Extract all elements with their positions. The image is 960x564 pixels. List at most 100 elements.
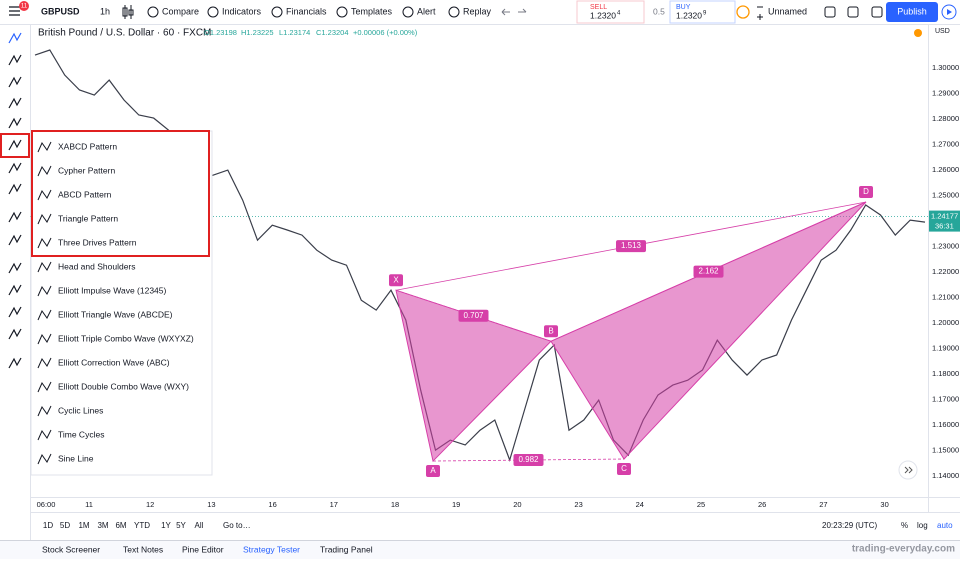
menu-item[interactable]: Head and Shoulders xyxy=(58,261,136,271)
buy-box[interactable] xyxy=(669,0,736,24)
button-icon xyxy=(207,6,219,18)
tool-icon[interactable] xyxy=(8,357,22,369)
tool-icon[interactable] xyxy=(8,306,22,318)
range-button[interactable]: YTD xyxy=(134,521,150,530)
tabs-bar xyxy=(0,540,960,559)
tool-icon[interactable] xyxy=(8,211,22,223)
range-button[interactable]: 1D xyxy=(43,521,53,530)
sell-box[interactable] xyxy=(576,0,645,24)
x-tick-label: 12 xyxy=(146,500,154,509)
menu-item[interactable]: Cyclic Lines xyxy=(58,405,103,415)
panel-tab[interactable]: Stock Screener xyxy=(42,544,100,554)
buy-label[interactable]: BUY xyxy=(676,4,691,11)
tool-icon[interactable] xyxy=(8,117,22,129)
tool-icon[interactable] xyxy=(8,328,22,340)
menu-icon[interactable] xyxy=(37,381,52,393)
minus-plus xyxy=(757,6,763,20)
tool-icon[interactable] xyxy=(8,32,22,44)
play-icon[interactable] xyxy=(941,4,957,20)
goto-button[interactable]: Go to… xyxy=(223,521,251,530)
tool-icon[interactable] xyxy=(8,262,22,274)
countdown: 36:31 xyxy=(935,222,954,231)
menu-icon[interactable] xyxy=(37,165,52,177)
menu-icon[interactable] xyxy=(37,429,52,441)
menu-item[interactable]: Cypher Pattern xyxy=(58,165,115,175)
publish-label[interactable]: Publish xyxy=(897,6,927,16)
range-button[interactable]: 3M xyxy=(97,521,108,530)
tool-icon[interactable] xyxy=(8,97,22,109)
menu-icon[interactable] xyxy=(37,309,52,321)
point-label: C xyxy=(621,464,627,473)
tool-icon[interactable] xyxy=(8,284,22,296)
menu-item[interactable]: Sine Line xyxy=(58,453,94,463)
toolbar-button[interactable]: Alert xyxy=(417,6,436,16)
badge-count: 11 xyxy=(21,4,28,10)
toolbar-button[interactable]: Replay xyxy=(463,6,492,16)
menu-icon[interactable] xyxy=(37,141,52,153)
range-button[interactable]: 5D xyxy=(60,521,70,530)
panel-tab[interactable]: Pine Editor xyxy=(182,544,224,554)
publish-button[interactable] xyxy=(886,2,938,22)
menu-icon[interactable] xyxy=(37,357,52,369)
menu-icon[interactable] xyxy=(37,237,52,249)
toolbar-button[interactable]: Compare xyxy=(162,6,199,16)
menu-item[interactable]: Elliott Correction Wave (ABC) xyxy=(58,357,170,367)
legend-title: British Pound / U.S. Dollar · 60 · FXCM xyxy=(38,28,211,39)
tool-icon[interactable] xyxy=(8,234,22,246)
toolbar-button[interactable]: Financials xyxy=(286,6,327,16)
menu-item[interactable]: Elliott Triangle Wave (ABCDE) xyxy=(58,309,173,319)
undo-redo xyxy=(501,8,527,16)
tool-icon[interactable] xyxy=(8,139,22,151)
tool-icon[interactable] xyxy=(8,54,22,66)
spread: 0.5 xyxy=(653,6,665,16)
range-button[interactable]: 1Y xyxy=(161,521,171,530)
range-button[interactable]: All xyxy=(195,521,204,530)
menu-icon[interactable] xyxy=(37,453,52,465)
tool-icon[interactable] xyxy=(8,162,22,174)
range-button[interactable]: 6M xyxy=(115,521,126,530)
tool-icon[interactable] xyxy=(8,183,22,195)
y-tick-label: 1.18000 xyxy=(932,369,959,378)
menu-icon[interactable] xyxy=(37,285,52,297)
y-tick-label: 1.28000 xyxy=(932,114,959,123)
point-label: X xyxy=(393,275,399,284)
toolbar-icon[interactable] xyxy=(871,6,883,18)
menu-item[interactable]: ABCD Pattern xyxy=(58,189,112,199)
menu-item[interactable]: Three Drives Pattern xyxy=(58,237,137,247)
menu-icon[interactable] xyxy=(37,333,52,345)
y-tick-label: 1.16000 xyxy=(932,420,959,429)
menu-item[interactable]: XABCD Pattern xyxy=(58,141,117,151)
log-toggle[interactable]: log xyxy=(917,521,928,530)
sell-label[interactable]: SELL xyxy=(590,4,607,11)
layout-name[interactable]: Unnamed xyxy=(768,6,807,16)
range-button[interactable]: 5Y xyxy=(176,521,186,530)
interval[interactable]: 1h xyxy=(100,6,110,16)
panel-tab[interactable]: Strategy Tester xyxy=(243,544,300,554)
menu-item[interactable]: Elliott Double Combo Wave (WXY) xyxy=(58,381,189,391)
menu-item[interactable]: Elliott Triple Combo Wave (WXYXZ) xyxy=(58,333,194,343)
range-button[interactable]: 1M xyxy=(78,521,89,530)
toolbar-icon[interactable] xyxy=(824,6,836,18)
tool-icon[interactable] xyxy=(8,76,22,88)
toolbar-icon[interactable] xyxy=(847,6,859,18)
y-tick-label: 1.20000 xyxy=(932,318,959,327)
x-tick-label: 26 xyxy=(758,500,766,509)
toolbar-button[interactable]: Templates xyxy=(351,6,393,16)
menu-icon[interactable] xyxy=(37,189,52,201)
panel-tab[interactable]: Trading Panel xyxy=(320,544,373,554)
toolbar-button[interactable]: Indicators xyxy=(222,6,262,16)
menu-item[interactable]: Elliott Impulse Wave (12345) xyxy=(58,285,167,295)
percent-toggle[interactable]: % xyxy=(901,521,908,530)
menu-item[interactable]: Triangle Pattern xyxy=(58,213,118,223)
scroll-icon xyxy=(904,466,913,474)
y-tick-label: 1.27000 xyxy=(932,140,959,149)
panel-tab[interactable]: Text Notes xyxy=(123,544,163,554)
menu-icon[interactable] xyxy=(37,261,52,273)
symbol[interactable]: GBPUSD xyxy=(41,6,80,16)
menu-item[interactable]: Time Cycles xyxy=(58,429,104,439)
menu-icon[interactable] xyxy=(37,213,52,225)
menu-icon[interactable] xyxy=(37,405,52,417)
auto-toggle[interactable]: auto xyxy=(937,521,953,530)
point-box xyxy=(617,463,631,476)
